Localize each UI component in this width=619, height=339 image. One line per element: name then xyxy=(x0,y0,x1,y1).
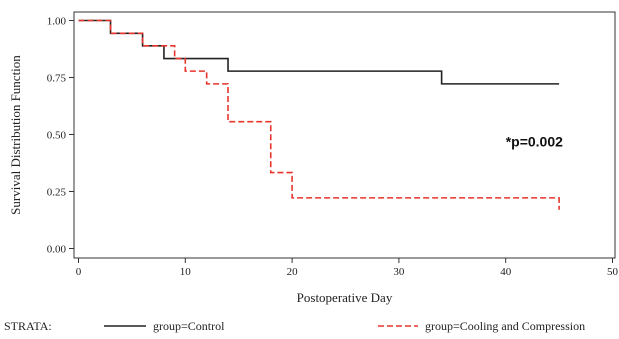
y-tick-label: 0.00 xyxy=(47,244,67,256)
y-tick-label: 0.75 xyxy=(47,73,67,85)
x-tick-label: 40 xyxy=(500,266,512,278)
y-tick-label: 0.25 xyxy=(47,187,67,199)
x-tick-label: 30 xyxy=(393,266,405,278)
control-survival-curve xyxy=(78,19,560,85)
legend-title: STRATA: xyxy=(4,319,52,333)
x-tick-label: 50 xyxy=(607,266,619,278)
x-axis-ticks: 0 10 20 30 40 50 xyxy=(76,258,619,278)
legend: STRATA: group=Control group=Cooling and … xyxy=(4,319,585,333)
legend-label-cooling: group=Cooling and Compression xyxy=(425,319,585,333)
x-tick-label: 10 xyxy=(180,266,192,278)
y-axis-label: Survival Distribution Function xyxy=(8,55,23,215)
x-tick-label: 0 xyxy=(76,266,82,278)
p-value-annotation: *p=0.002 xyxy=(506,134,563,150)
cooling-compression-survival-curve xyxy=(78,19,560,210)
x-tick-label: 20 xyxy=(287,266,299,278)
y-tick-label: 0.50 xyxy=(47,130,67,142)
y-axis-ticks: 0.00 0.25 0.50 0.75 1.00 xyxy=(47,16,74,256)
x-axis-label: Postoperative Day xyxy=(297,290,393,305)
legend-label-control: group=Control xyxy=(153,319,225,333)
y-tick-label: 1.00 xyxy=(47,16,67,28)
series-layer xyxy=(78,19,560,210)
